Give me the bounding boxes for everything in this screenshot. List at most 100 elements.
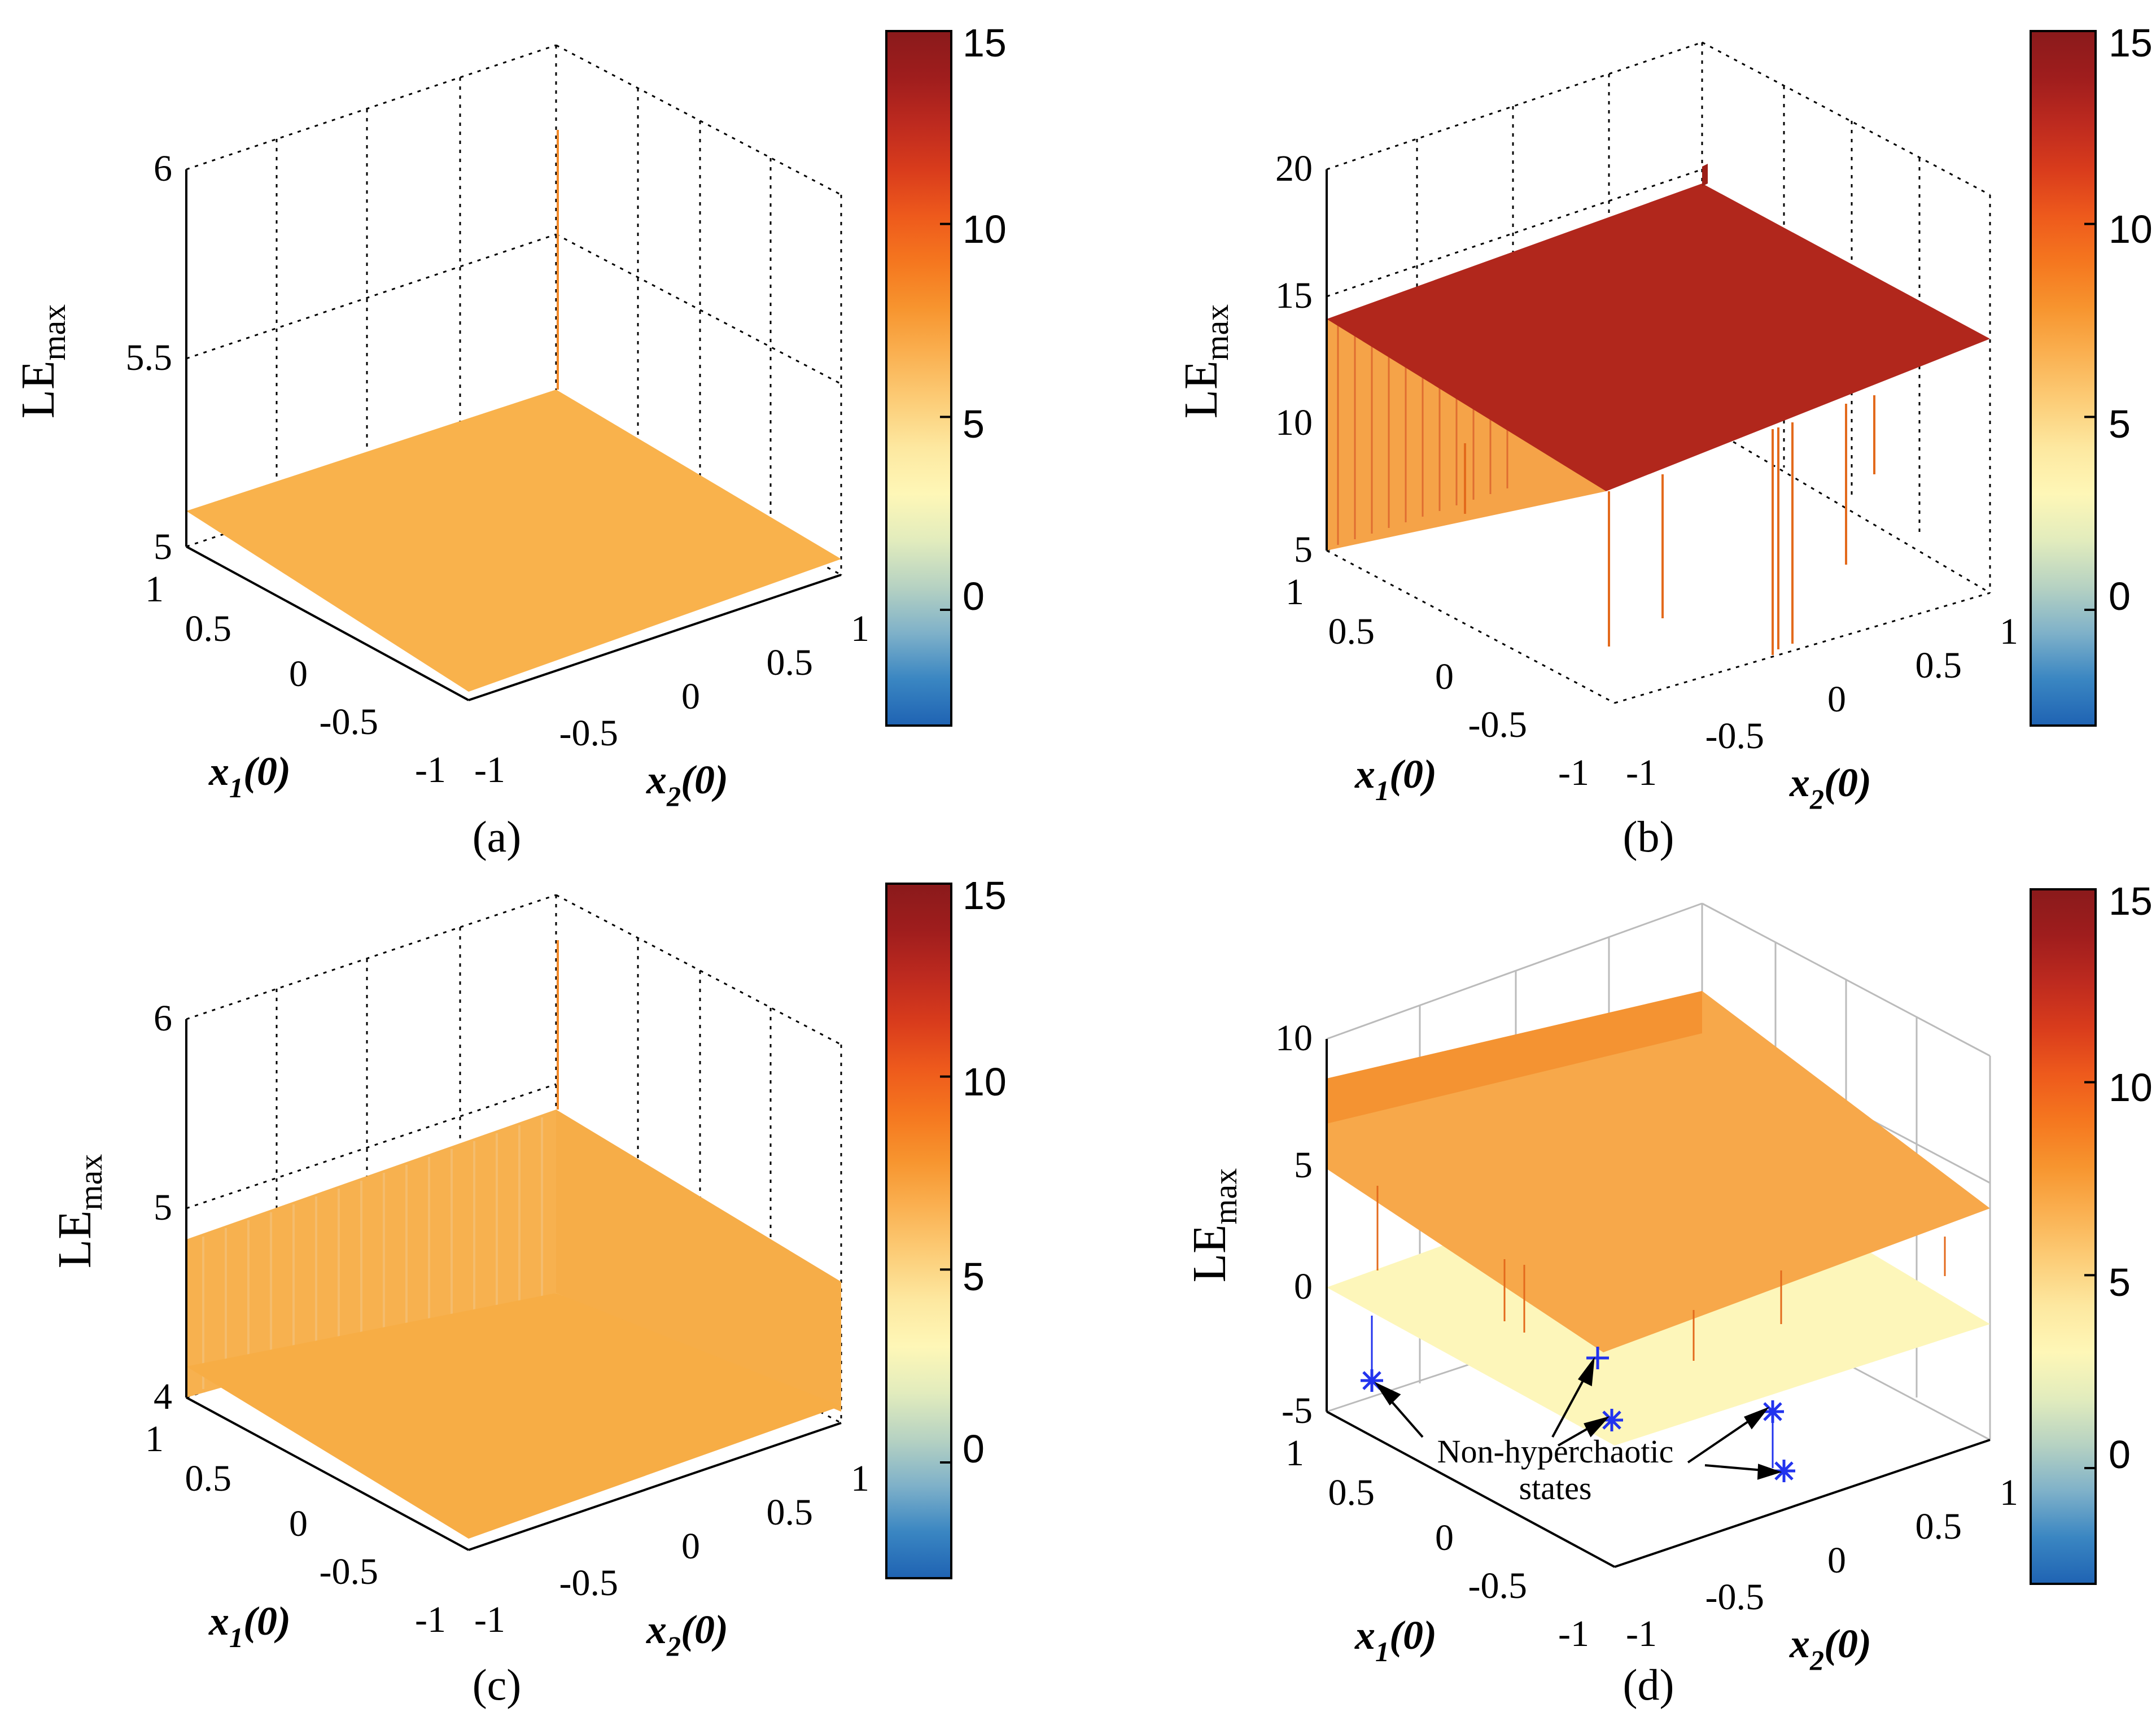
colorbar-gradient (2030, 888, 2097, 1585)
panel-c-z-label: LEmax (49, 1154, 109, 1268)
annotation-line-2: states (1519, 1470, 1592, 1506)
panel-b-x-tick: -1 (1558, 752, 1589, 793)
panel-b-x-tick: 1 (1285, 571, 1304, 613)
panel-c-cbar-tick: 15 (963, 874, 1007, 918)
panel-b-z-tick: 20 (1275, 148, 1313, 189)
panel-a-cbar-tick: 0 (963, 574, 985, 618)
panel-b-spikes (1464, 395, 1875, 655)
panel-d-cbar-tick: 5 (2109, 1260, 2131, 1304)
panel-c-x-label: x1(0) (208, 1599, 291, 1653)
panel-c-y-tick: 0 (681, 1526, 700, 1567)
panel-b-label: (b) (1623, 812, 1674, 861)
panel-c-cbar-tick: 10 (963, 1060, 1007, 1104)
panel-d-z-tick: 5 (1294, 1145, 1313, 1186)
panel-a-x-tick: 0 (289, 653, 308, 695)
panel-d-cbar-tick: 15 (2109, 879, 2153, 923)
panel-a: 6 5.5 5 1 0.5 0 -0.5 -1 -1 -0.5 0 0.5 1 … (12, 21, 1007, 861)
panel-d-arrows (1374, 1357, 1782, 1480)
panel-c-y-tick: -0.5 (559, 1562, 618, 1604)
panel-a-z-tick: 5.5 (126, 337, 173, 378)
panel-d-x-tick: -1 (1558, 1613, 1589, 1654)
panel-d-x-tick: -0.5 (1468, 1565, 1527, 1606)
panel-d-z-label: LEmax (1183, 1168, 1244, 1282)
panel-a-y-tick: -1 (474, 749, 505, 791)
panel-a-cbar-tick: 10 (963, 207, 1007, 251)
panel-c-z-tick: 4 (154, 1376, 172, 1417)
panel-b-z-tick: 10 (1275, 402, 1313, 443)
panel-d-z-tick: 0 (1294, 1266, 1313, 1307)
panel-d-z-tick: -5 (1282, 1390, 1313, 1431)
panel-c-surface (186, 1293, 841, 1539)
panel-d: Non-hyperchaotic states 10 5 0 -5 1 0.5 … (1183, 879, 2153, 1709)
panel-a-z-label: LEmax (12, 304, 72, 418)
panel-c-y-tick: 1 (851, 1458, 869, 1499)
panel-c-cbar-tick: 0 (963, 1427, 985, 1471)
panel-a-label: (a) (473, 812, 522, 861)
panel-b-y-tick: 0 (1827, 679, 1846, 720)
panel-d-x-tick: 0 (1435, 1517, 1454, 1558)
panel-a-y-tick: 0 (681, 676, 700, 717)
panel-b-y-label: x2(0) (1789, 760, 1871, 815)
panel-c: 6 5 4 1 0.5 0 -0.5 -1 -1 -0.5 0 0.5 1 LE… (49, 874, 1007, 1709)
panel-b-x-label: x1(0) (1354, 752, 1437, 806)
panel-a-y-tick: 1 (851, 608, 869, 649)
panel-a-box (185, 169, 842, 701)
panel-b-cbar-tick: 5 (2109, 402, 2131, 446)
panel-c-y-label: x2(0) (646, 1607, 728, 1662)
panel-c-side-wall (556, 1110, 841, 1412)
panel-b-x-tick: 0.5 (1328, 611, 1375, 652)
colorbar-gradient (885, 30, 952, 727)
panel-a-y-label: x2(0) (646, 757, 728, 812)
panel-d-z-tick: 10 (1275, 1017, 1313, 1059)
panel-a-z-tick: 6 (154, 148, 172, 189)
non-hyperchaotic-marker (1586, 1347, 1609, 1369)
panel-c-y-tick: 0.5 (767, 1492, 814, 1533)
panel-d-box (1326, 1039, 1991, 1568)
panel-a-x-tick: 1 (145, 569, 164, 610)
panel-d-x-tick: 0.5 (1328, 1472, 1375, 1513)
panel-d-y-tick: -1 (1626, 1613, 1657, 1654)
panel-b-y-tick: -1 (1626, 752, 1657, 793)
panel-c-x-tick: 0.5 (185, 1458, 232, 1499)
panel-b-surface-edge (1702, 164, 1708, 186)
panel-d-cbar-tick: 0 (2109, 1433, 2131, 1477)
panel-b-x-tick: -0.5 (1468, 704, 1527, 745)
panel-a-y-tick: -0.5 (559, 713, 618, 754)
annotation-line-1: Non-hyperchaotic (1437, 1433, 1674, 1470)
panel-c-x-tick: -0.5 (320, 1551, 378, 1592)
panel-c-z-tick: 5 (154, 1187, 172, 1228)
panel-b-x-tick: 0 (1435, 656, 1454, 697)
panel-d-y-label: x2(0) (1789, 1621, 1871, 1676)
panel-b-y-tick: -0.5 (1705, 715, 1764, 757)
panel-d-spikes (1376, 1186, 1946, 1361)
panel-c-x-tick: -1 (415, 1599, 446, 1640)
panel-d-y-tick: -0.5 (1705, 1576, 1764, 1618)
panel-d-cbar-tick: 10 (2109, 1065, 2153, 1110)
panel-b-y-tick: 0.5 (1916, 645, 1962, 686)
panel-c-box (185, 1019, 842, 1551)
panel-b-z-label: LEmax (1175, 304, 1235, 418)
panel-a-colorbar (885, 30, 952, 727)
colorbar-gradient (885, 883, 952, 1579)
panel-d-y-tick: 1 (2000, 1472, 2018, 1513)
panel-b: 20 15 10 5 1 0.5 0 -0.5 -1 -1 -0.5 0 0.5… (1175, 21, 2153, 861)
panel-c-y-tick: -1 (474, 1599, 505, 1640)
panel-c-z-tick: 6 (154, 998, 172, 1039)
panel-a-x-tick: -1 (415, 749, 446, 791)
panel-b-cbar-tick: 15 (2109, 21, 2153, 65)
panel-a-cbar-tick: 15 (963, 21, 1007, 65)
panel-c-x-tick: 0 (289, 1503, 308, 1544)
panel-b-wall (1327, 319, 1606, 551)
panel-a-x-tick: -0.5 (320, 701, 378, 743)
panel-d-surface-top (1327, 991, 1702, 1124)
panel-d-y-tick: 0.5 (1916, 1506, 1962, 1547)
panel-b-colorbar (2030, 30, 2097, 727)
panel-c-cbar-tick: 5 (963, 1255, 985, 1299)
panel-b-cbar-tick: 10 (2109, 207, 2153, 251)
panel-c-x-tick: 1 (145, 1418, 164, 1460)
panel-a-surface (186, 390, 841, 692)
panel-c-label: (c) (473, 1660, 522, 1709)
panel-a-x-tick: 0.5 (185, 608, 232, 649)
panel-c-front-wall (186, 1110, 556, 1398)
